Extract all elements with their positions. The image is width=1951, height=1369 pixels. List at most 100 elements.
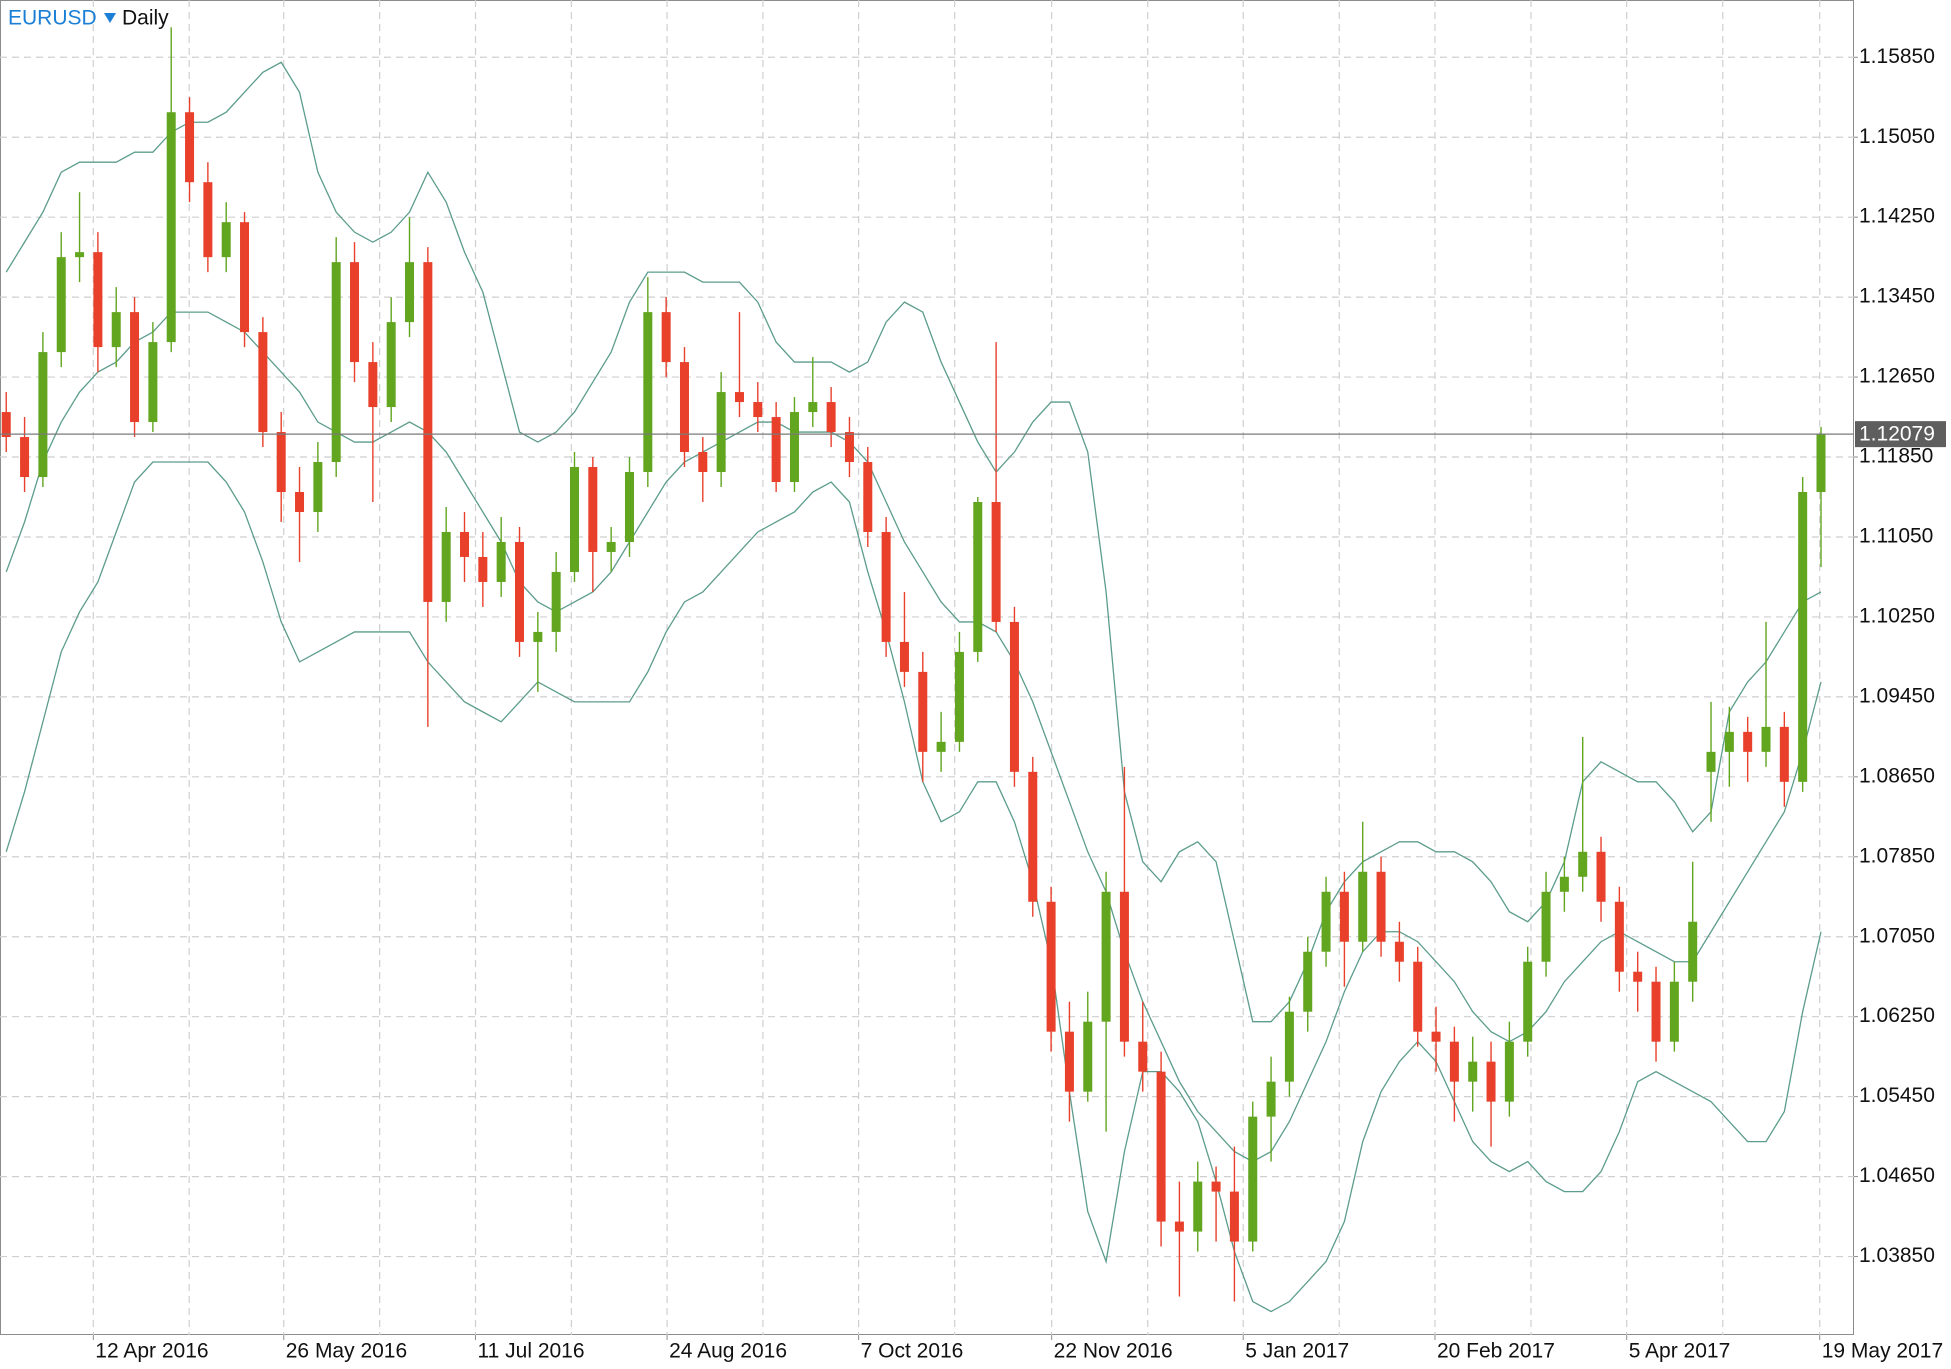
y-tick-label: 1.11050: [1859, 525, 1933, 548]
candle-body: [808, 402, 818, 413]
y-tick-label: 1.14250: [1859, 205, 1935, 228]
candle-body: [1064, 1031, 1074, 1092]
dropdown-arrow[interactable]: [104, 13, 116, 23]
candle-body: [1431, 1031, 1441, 1042]
candle-body: [533, 631, 543, 642]
y-tick-label: 1.03850: [1859, 1244, 1935, 1267]
x-tick-label: 5 Apr 2017: [1629, 1340, 1731, 1363]
candle-body: [936, 741, 946, 752]
candle-body: [405, 262, 415, 323]
candle-body: [1633, 971, 1643, 982]
candle-body: [1, 412, 11, 438]
y-tick-label: 1.04650: [1859, 1164, 1935, 1187]
last-price-label: 1.12079: [1859, 423, 1935, 446]
candle-body: [185, 112, 195, 183]
candle-body: [1688, 921, 1698, 982]
candle-body: [1174, 1221, 1184, 1232]
x-tick-label: 5 Jan 2017: [1245, 1340, 1349, 1363]
y-tick-label: 1.06250: [1859, 1004, 1935, 1027]
candle-body: [331, 262, 341, 463]
y-tick-label: 1.12650: [1859, 365, 1935, 388]
candle-body: [1156, 1071, 1166, 1222]
candle-body: [918, 671, 928, 752]
candle-body: [130, 312, 140, 423]
candle-body: [1486, 1061, 1496, 1102]
candle-body: [148, 342, 158, 423]
candle-body: [1816, 434, 1826, 493]
candle-body: [954, 651, 964, 742]
candle-body: [1779, 726, 1789, 782]
candle-body: [386, 322, 396, 408]
candle-body: [368, 362, 378, 408]
candle-body: [844, 432, 854, 463]
candle-body: [1541, 891, 1551, 962]
candle-body: [1523, 961, 1533, 1042]
candle-body: [643, 312, 653, 473]
last-price-box: [1855, 421, 1946, 448]
candle-body: [423, 262, 433, 602]
symbol[interactable]: EURUSD: [8, 7, 97, 30]
y-tick-label: 1.07050: [1859, 924, 1935, 947]
candle-body: [20, 437, 30, 478]
candle-body: [93, 252, 103, 348]
candle-body: [569, 467, 579, 572]
candle-body: [1706, 751, 1716, 772]
candle-body: [295, 492, 305, 512]
band-line: [5, 61, 1822, 1023]
candle-body: [1596, 851, 1606, 902]
candle-body: [991, 501, 1001, 622]
x-tick-label: 11 Jul 2016: [478, 1340, 585, 1363]
candle-body: [734, 392, 744, 403]
candle-body: [1614, 901, 1624, 972]
candle-body: [1303, 951, 1313, 1012]
candle-body: [515, 541, 525, 642]
candle-body: [111, 312, 121, 348]
bands: [5, 61, 1822, 1313]
candle-body: [1193, 1181, 1203, 1232]
candle-body: [478, 556, 488, 582]
candle-body: [496, 541, 506, 582]
candle-body: [1119, 891, 1129, 1042]
candle-body: [606, 541, 616, 552]
candle-body: [624, 472, 634, 542]
candle-body: [460, 531, 470, 557]
candle-body: [973, 501, 983, 652]
candle-body: [1651, 981, 1661, 1042]
y-tick-label: 1.09450: [1859, 684, 1935, 707]
timeframe: Daily: [122, 7, 169, 30]
y-tick-label: 1.10250: [1859, 604, 1935, 627]
candle-body: [350, 262, 360, 363]
candle-body: [1321, 891, 1331, 952]
y-tick-label: 1.15050: [1859, 125, 1935, 148]
candle-body: [1743, 731, 1753, 752]
band-line: [5, 311, 1822, 1163]
candle-body: [38, 352, 48, 478]
candle-body: [1284, 1011, 1294, 1082]
candle-body: [551, 571, 561, 632]
candle-body: [679, 362, 689, 453]
candle-body: [698, 452, 708, 473]
candle-body: [789, 412, 799, 483]
y-tick-label: 1.07850: [1859, 844, 1935, 867]
x-tick-label: 22 Nov 2016: [1054, 1340, 1173, 1363]
candle-body: [588, 467, 598, 552]
candle-body: [1009, 621, 1019, 772]
candle-body: [203, 182, 213, 258]
candle-body: [258, 332, 268, 433]
candle-body: [1394, 941, 1404, 962]
candle-body: [1559, 876, 1569, 892]
candle-body: [1266, 1081, 1276, 1117]
band-line: [5, 461, 1822, 1313]
candle-body: [221, 222, 231, 258]
candle-body: [1449, 1041, 1459, 1082]
candle-body: [1028, 771, 1038, 902]
x-tick-label: 26 May 2016: [286, 1340, 407, 1363]
candle-body: [1101, 891, 1111, 1022]
candle-body: [1669, 981, 1679, 1042]
candles: [1, 27, 1826, 1302]
x-tick-label: 19 May 2017: [1822, 1340, 1943, 1363]
candle-body: [716, 392, 726, 473]
grid: [0, 0, 1854, 1335]
x-tick-label: 12 Apr 2016: [95, 1340, 208, 1363]
candle-body: [881, 531, 891, 642]
